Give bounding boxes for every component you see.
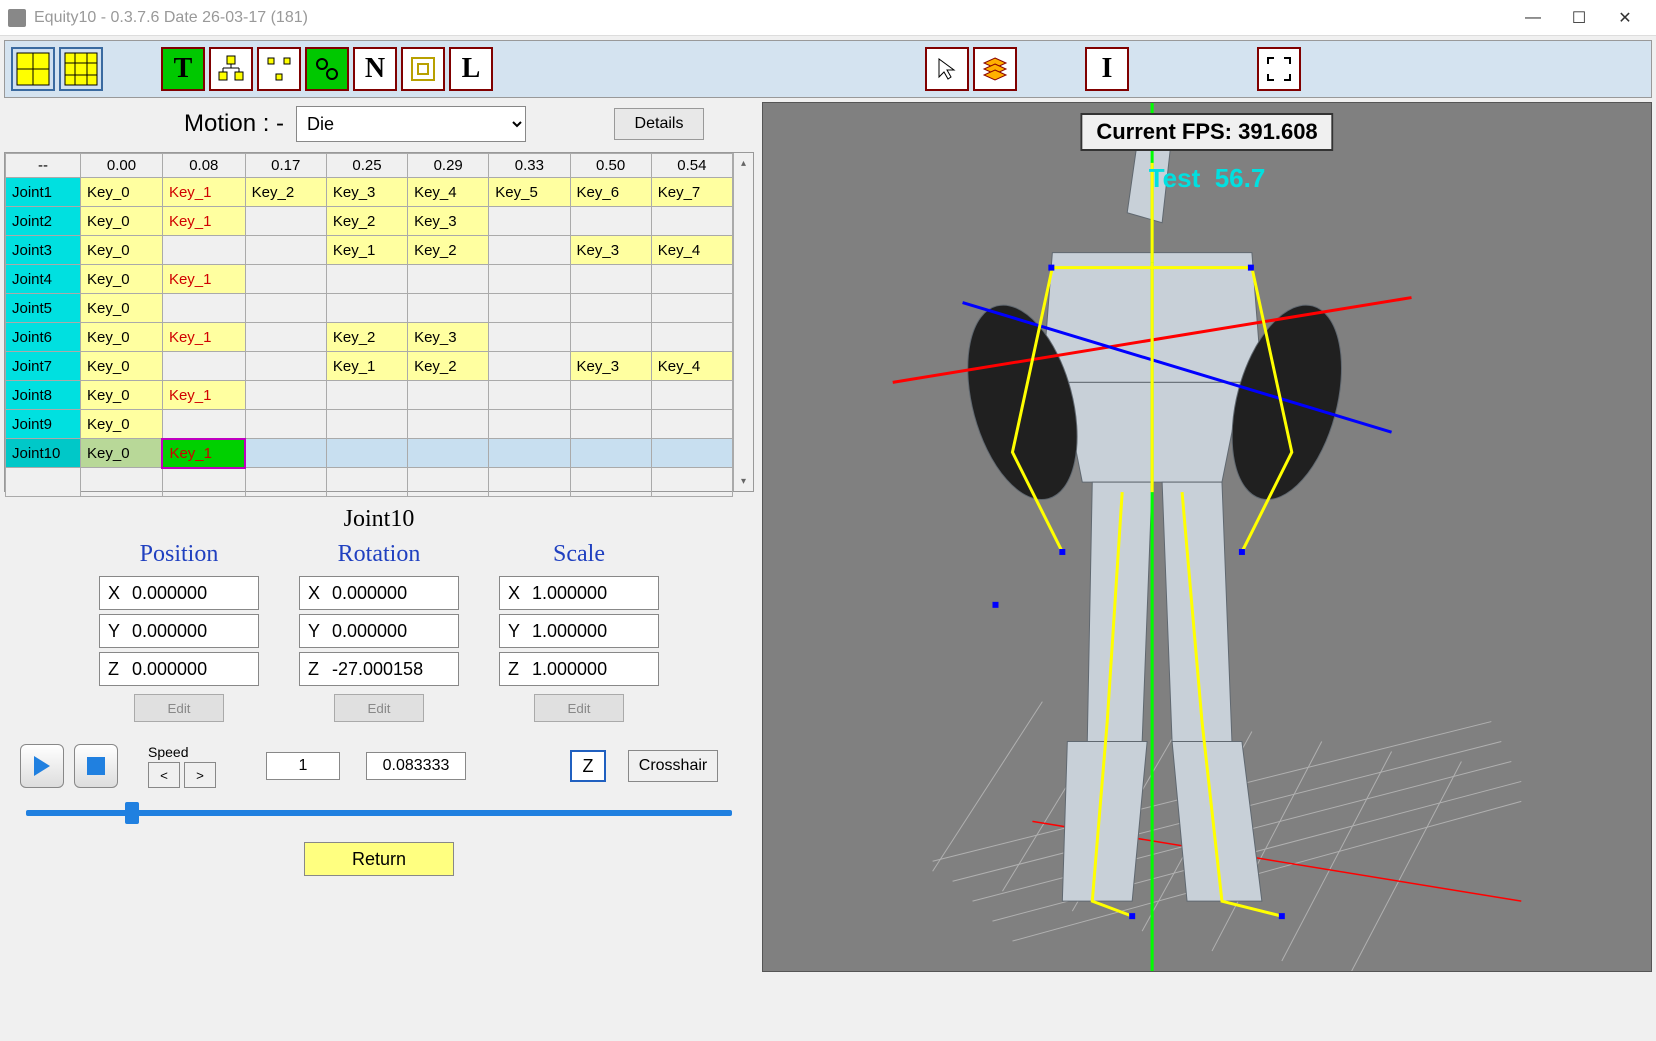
main-toolbar: T N L I	[4, 40, 1652, 98]
app-icon	[8, 9, 26, 27]
i-icon: I	[1102, 53, 1113, 85]
playback-row: Speed < > Z Crosshair	[4, 736, 754, 796]
tool-chain-button[interactable]	[305, 47, 349, 91]
position-z-field[interactable]: Z0.000000	[99, 652, 259, 686]
tool-nodes-button[interactable]	[257, 47, 301, 91]
table-row[interactable]: Joint8Key_0Key_1	[6, 381, 733, 410]
scroll-down-icon[interactable]: ▾	[734, 471, 753, 491]
timeline-slider[interactable]	[26, 810, 732, 816]
position-x-field[interactable]: X0.000000	[99, 576, 259, 610]
table-row[interactable]: Joint6Key_0Key_1Key_2Key_3	[6, 323, 733, 352]
window-titlebar: Equity10 - 0.3.7.6 Date 26-03-17 (181) —…	[0, 0, 1656, 36]
selected-joint-title: Joint10	[20, 506, 738, 533]
grid-2x2-button[interactable]	[11, 47, 55, 91]
scale-header: Scale	[553, 541, 605, 568]
nodes-icon	[264, 54, 294, 84]
position-column: Position X0.000000 Y0.000000 Z0.000000 E…	[99, 541, 259, 722]
position-header: Position	[140, 541, 219, 568]
right-panel: Current FPS: 391.608 Test 56.7	[762, 102, 1652, 1041]
crosshair-button[interactable]: Crosshair	[628, 750, 718, 782]
cursor-icon	[935, 57, 959, 81]
play-button[interactable]	[20, 744, 64, 788]
tool-frame-button[interactable]	[401, 47, 445, 91]
timeline-slider-thumb[interactable]	[125, 802, 139, 824]
stop-icon	[84, 754, 108, 778]
scale-column: Scale X1.000000 Y1.000000 Z1.000000 Edit	[499, 541, 659, 722]
table-row[interactable]: Joint5Key_0	[6, 294, 733, 323]
fps-display: Current FPS: 391.608	[1080, 113, 1333, 151]
n-icon: N	[365, 53, 385, 85]
position-y-field[interactable]: Y0.000000	[99, 614, 259, 648]
scroll-up-icon[interactable]: ▴	[734, 153, 753, 173]
table-row[interactable]: Joint7Key_0Key_1Key_2Key_3Key_4	[6, 352, 733, 381]
stack-icon	[980, 54, 1010, 84]
grid-2x2-icon	[15, 51, 51, 87]
table-row[interactable]: Joint2Key_0Key_1Key_2Key_3	[6, 207, 733, 236]
motion-select[interactable]: Die	[296, 106, 526, 142]
tool-stack-button[interactable]	[973, 47, 1017, 91]
viewport-3d[interactable]: Current FPS: 391.608 Test 56.7	[762, 102, 1652, 972]
table-row[interactable]: Joint9Key_0	[6, 410, 733, 439]
tool-cursor-button[interactable]	[925, 47, 969, 91]
table-row[interactable]: Joint10Key_0Key_1	[6, 439, 733, 468]
keyframe-scrollbar[interactable]: ▴ ▾	[733, 153, 753, 491]
minimize-button[interactable]: —	[1510, 3, 1556, 33]
rotation-x-field[interactable]: X0.000000	[299, 576, 459, 610]
z-button[interactable]: Z	[570, 750, 606, 782]
tool-i-button[interactable]: I	[1085, 47, 1129, 91]
hierarchy-icon	[216, 54, 246, 84]
timeline-slider-row	[4, 802, 754, 824]
rotation-header: Rotation	[338, 541, 421, 568]
rotation-column: Rotation X0.000000 Y0.000000 Z-27.000158…	[299, 541, 459, 722]
time-field[interactable]	[366, 752, 466, 780]
tool-n-button[interactable]: N	[353, 47, 397, 91]
tool-hierarchy-button[interactable]	[209, 47, 253, 91]
close-button[interactable]: ✕	[1602, 3, 1648, 33]
scale-y-field[interactable]: Y1.000000	[499, 614, 659, 648]
speed-increase-button[interactable]: >	[184, 762, 216, 788]
maximize-button[interactable]: ☐	[1556, 3, 1602, 33]
play-icon	[30, 754, 54, 778]
chain-icon	[312, 54, 342, 84]
keyframe-table[interactable]: --0.000.080.170.250.290.330.500.54Joint1…	[5, 153, 733, 497]
speed-decrease-button[interactable]: <	[148, 762, 180, 788]
motion-label: Motion : -	[184, 110, 284, 138]
stop-button[interactable]	[74, 744, 118, 788]
transform-panel: Joint10 Position X0.000000 Y0.000000 Z0.…	[4, 498, 754, 730]
scale-z-field[interactable]: Z1.000000	[499, 652, 659, 686]
position-edit-button[interactable]: Edit	[134, 694, 224, 722]
test-overlay-label: Test 56.7	[1149, 163, 1266, 194]
fullscreen-icon	[1264, 54, 1294, 84]
frame-number-field[interactable]	[266, 752, 340, 780]
tool-l-button[interactable]: L	[449, 47, 493, 91]
table-row[interactable]: Joint1Key_0Key_1Key_2Key_3Key_4Key_5Key_…	[6, 178, 733, 207]
scale-edit-button[interactable]: Edit	[534, 694, 624, 722]
t-icon: T	[174, 53, 193, 85]
table-row[interactable]: Joint3Key_0Key_1Key_2Key_3Key_4	[6, 236, 733, 265]
keyframe-table-container: --0.000.080.170.250.290.330.500.54Joint1…	[4, 152, 754, 492]
rotation-z-field[interactable]: Z-27.000158	[299, 652, 459, 686]
details-button[interactable]: Details	[614, 108, 704, 140]
motion-row: Motion : - Die Details	[4, 102, 754, 146]
return-button[interactable]: Return	[304, 842, 454, 876]
l-icon: L	[462, 53, 481, 85]
rotation-edit-button[interactable]: Edit	[334, 694, 424, 722]
viewport-scene-svg	[763, 103, 1651, 971]
scale-x-field[interactable]: X1.000000	[499, 576, 659, 610]
window-title: Equity10 - 0.3.7.6 Date 26-03-17 (181)	[34, 9, 1510, 27]
left-panel: Motion : - Die Details --0.000.080.170.2…	[4, 102, 754, 1041]
speed-label: Speed	[148, 744, 216, 760]
frame-icon	[408, 54, 438, 84]
grid-3x3-icon	[63, 51, 99, 87]
table-row[interactable]: Joint4Key_0Key_1	[6, 265, 733, 294]
grid-3x3-button[interactable]	[59, 47, 103, 91]
tool-t-button[interactable]: T	[161, 47, 205, 91]
rotation-y-field[interactable]: Y0.000000	[299, 614, 459, 648]
speed-group: Speed < >	[148, 744, 216, 788]
tool-fullscreen-button[interactable]	[1257, 47, 1301, 91]
